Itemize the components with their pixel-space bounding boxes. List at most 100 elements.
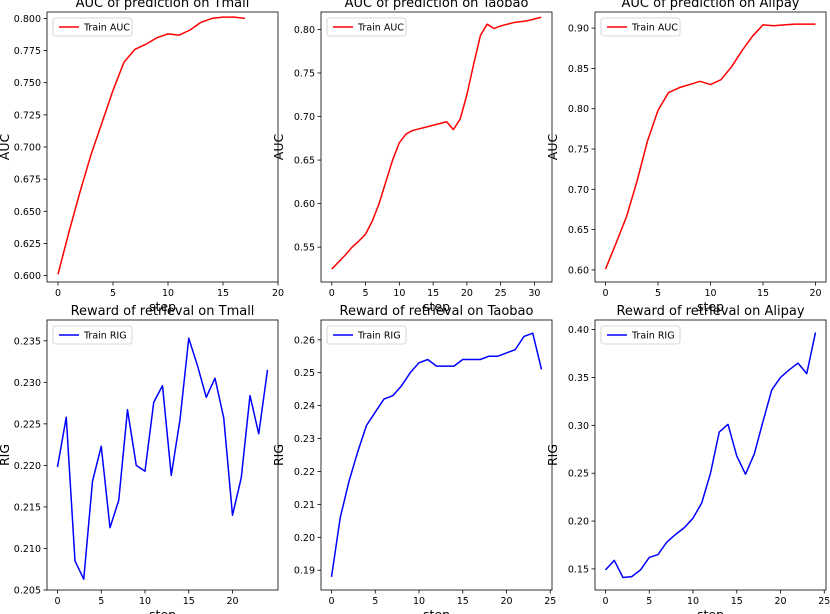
y-tick-label: 0.26 <box>294 335 315 346</box>
legend: Train RIG <box>326 325 407 345</box>
y-tick-label: 0.700 <box>14 143 41 154</box>
x-tick-label: 0 <box>54 596 60 607</box>
y-tick-label: 0.60 <box>568 265 589 276</box>
plot-frame <box>320 319 553 591</box>
x-tick-label: 10 <box>393 288 405 299</box>
x-tick-label: 0 <box>602 596 608 607</box>
x-axis-label: step <box>423 299 450 314</box>
legend-box <box>326 325 407 345</box>
y-tick-label: 0.75 <box>568 145 589 156</box>
x-tick-label: 5 <box>646 596 652 607</box>
subplot-title: AUC of prediction on Tmall <box>76 0 250 11</box>
y-tick-label: 0.21 <box>294 500 315 511</box>
legend-label: Train RIG <box>83 331 127 342</box>
plot-frame <box>594 11 827 283</box>
y-tick-label: 0.675 <box>14 175 41 186</box>
y-tick-label: 0.20 <box>294 533 315 544</box>
legend-box <box>52 17 133 37</box>
subplot-title: Reward of retrieval on Taobao <box>340 304 534 319</box>
y-tick-label: 0.235 <box>14 336 41 347</box>
x-tick-label: 25 <box>818 596 830 607</box>
y-tick-label: 0.225 <box>14 419 41 430</box>
x-tick-label: 5 <box>98 596 104 607</box>
x-axis-label: step <box>149 607 176 614</box>
plot-frame <box>320 11 553 283</box>
subplot-title: AUC of prediction on Taobao <box>345 0 529 11</box>
subplot-1: AUC of prediction on Tmall 0 5 10 15 20 0.600 0… <box>0 0 284 314</box>
x-tick-label: 25 <box>495 288 507 299</box>
x-tick-label: 20 <box>500 596 512 607</box>
y-tick-label: 0.750 <box>14 78 41 89</box>
y-tick-label: 0.25 <box>294 368 315 379</box>
y-tick-label: 0.85 <box>568 64 589 75</box>
y-axis-label: RIG <box>271 444 286 466</box>
y-tick-label: 0.650 <box>14 207 41 218</box>
y-tick-label: 0.24 <box>294 401 315 412</box>
y-tick-label: 0.22 <box>294 467 315 478</box>
subplot-5: Reward of retrieval on Taobao 0 5 10 15 20 25 0… <box>271 304 556 614</box>
plot-frame <box>46 11 279 283</box>
subplot-3: AUC of prediction on Alipay 0 5 10 15 20 0.60 0… <box>545 0 827 314</box>
x-tick-label: 15 <box>183 596 195 607</box>
y-axis-label: RIG <box>0 444 12 466</box>
legend-box <box>600 325 681 345</box>
plot-frame <box>594 319 827 591</box>
x-tick-label: 20 <box>461 288 473 299</box>
x-tick-label: 15 <box>457 596 469 607</box>
x-tick-label: 0 <box>55 288 61 299</box>
x-tick-label: 10 <box>413 596 425 607</box>
y-tick-label: 0.70 <box>294 112 315 123</box>
y-tick-label: 0.65 <box>568 225 589 236</box>
x-axis-label: step <box>697 299 724 314</box>
series-line-1 <box>604 332 817 579</box>
y-axis-label: AUC <box>271 134 286 161</box>
x-tick-label: 5 <box>655 288 661 299</box>
x-tick-label: 30 <box>528 288 540 299</box>
y-tick-label: 0.75 <box>294 68 315 79</box>
y-tick-label: 0.15 <box>568 564 589 575</box>
y-tick-label: 0.80 <box>294 25 315 36</box>
legend-label: Train RIG <box>631 331 675 342</box>
y-tick-label: 0.625 <box>14 239 41 250</box>
series-line-1 <box>331 16 542 270</box>
y-axis-label: RIG <box>545 444 560 466</box>
legend: Train RIG <box>52 325 133 345</box>
y-tick-label: 0.210 <box>14 544 41 555</box>
x-axis-label: step <box>697 607 724 614</box>
legend-label: Train RIG <box>357 331 401 342</box>
y-tick-label: 0.220 <box>14 461 41 472</box>
y-tick-label: 0.775 <box>14 46 41 57</box>
y-tick-label: 0.20 <box>568 517 589 528</box>
subplot-4: Reward of retrieval on Tmall 0 5 10 15 20 0.20… <box>0 304 279 614</box>
y-tick-label: 0.230 <box>14 378 41 389</box>
legend-label: Train AUC <box>83 23 130 34</box>
y-tick-label: 0.80 <box>568 104 589 115</box>
subplot-6: Reward of retrieval on Alipay 0 5 10 15 20 25 0… <box>545 304 830 614</box>
legend-box <box>326 17 407 37</box>
x-tick-label: 15 <box>427 288 439 299</box>
y-tick-label: 0.40 <box>568 325 589 336</box>
legend: Train AUC <box>52 17 133 37</box>
y-tick-label: 0.19 <box>294 566 315 577</box>
legend: Train RIG <box>600 325 681 345</box>
legend-label: Train AUC <box>357 23 404 34</box>
subplot-title: Reward of retrieval on Tmall <box>71 304 255 319</box>
legend-label: Train AUC <box>631 23 678 34</box>
y-axis-label: AUC <box>0 134 12 161</box>
legend-box <box>600 17 681 37</box>
series-line-1 <box>57 16 246 275</box>
subplot-title: AUC of prediction on Alipay <box>622 0 800 11</box>
x-tick-label: 15 <box>757 288 769 299</box>
x-tick-label: 10 <box>162 288 174 299</box>
subplot-2: AUC of prediction on Taobao 0 5 10 15 20 25 30 0… <box>271 0 553 314</box>
y-tick-label: 0.60 <box>294 199 315 210</box>
x-axis-label: step <box>149 299 176 314</box>
x-tick-label: 5 <box>110 288 116 299</box>
legend-box <box>52 325 133 345</box>
series-line-1 <box>330 332 543 577</box>
y-tick-label: 0.215 <box>14 502 41 513</box>
y-tick-label: 0.65 <box>294 156 315 167</box>
y-tick-label: 0.600 <box>14 271 41 282</box>
x-tick-label: 20 <box>272 288 284 299</box>
